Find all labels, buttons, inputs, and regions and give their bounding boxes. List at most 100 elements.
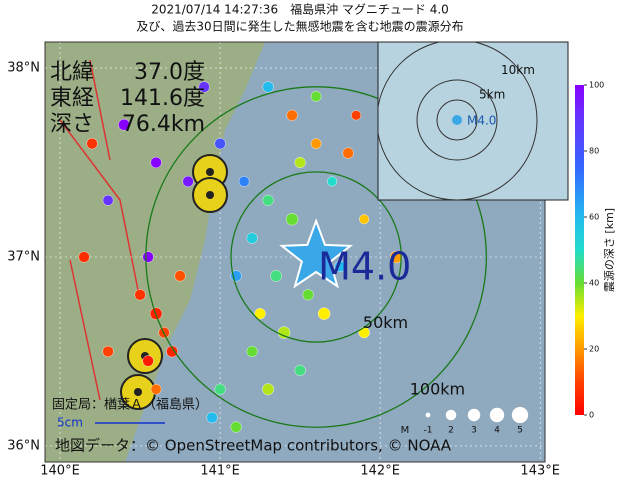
event — [262, 383, 275, 396]
credit: 地図データ：© OpenStreetMap contributors, © NO… — [55, 437, 452, 455]
event — [302, 289, 314, 301]
event — [317, 307, 331, 320]
subtitle: 及び、過去30日間に発生した無感地震を含む地震の震源分布 — [136, 19, 463, 34]
info-value: 141.6度 — [120, 86, 205, 111]
colorbar — [575, 85, 584, 415]
inset-ring — [436, 99, 478, 141]
event — [182, 175, 194, 188]
event — [214, 383, 226, 395]
info-key: 東経 — [50, 86, 94, 111]
mag-legend-label: 3 — [471, 426, 477, 436]
colorbar-tick-label: 60 — [589, 213, 599, 222]
scale-label: 5cm — [57, 416, 83, 430]
event — [270, 270, 282, 282]
inset-label: M4.0 — [467, 114, 496, 128]
inset-ring-label: 10km — [501, 63, 535, 77]
mag-legend-circle — [489, 407, 505, 423]
colorbar-tick-label: 0 — [589, 411, 594, 420]
event — [142, 355, 154, 367]
distance-ring — [145, 86, 487, 428]
event — [327, 176, 338, 187]
event — [150, 383, 162, 395]
colorbar-tick-label: 20 — [589, 345, 599, 354]
plant-core — [134, 388, 142, 396]
y-tick-label: 38°N — [7, 61, 40, 76]
mag-legend-circle — [467, 408, 481, 422]
event — [334, 260, 346, 273]
mag-legend-label: 5 — [517, 426, 523, 436]
y-tick-label: 37°N — [7, 250, 40, 265]
event — [294, 156, 306, 169]
event — [262, 81, 274, 93]
event — [310, 91, 322, 102]
inset — [377, 41, 569, 201]
ring-label: 100km — [410, 379, 465, 398]
y-tick-label: 36°N — [7, 438, 40, 453]
event — [166, 345, 178, 358]
title: 2021/07/14 14:27:36 福島県沖 マグニチュード 4.0 — [151, 2, 449, 17]
mag-legend-circle — [425, 412, 431, 418]
markers: 50km 100km M4.0 — [45, 42, 545, 462]
colorbar-tick-label: 100 — [589, 81, 604, 90]
plant-core — [206, 191, 214, 199]
colorbar-title: 震源の深さ [km] — [602, 208, 616, 292]
mag-legend-label: -1 — [424, 426, 433, 436]
land — [45, 42, 265, 462]
colorbar-tick-label: 40 — [589, 279, 599, 288]
ring-label: 50km — [363, 313, 408, 332]
event — [102, 194, 114, 206]
mag-legend-label: 2 — [448, 426, 454, 436]
event — [150, 156, 162, 169]
distance-ring — [230, 171, 402, 343]
info-key: 深さ — [50, 112, 94, 137]
event — [294, 364, 306, 376]
inset-ring — [378, 42, 538, 200]
x-tick-label: 141°E — [200, 464, 240, 479]
mag-legend-title: M — [401, 425, 410, 436]
inset-ring-label: 5km — [479, 88, 505, 102]
mag-legend-circle — [511, 406, 529, 424]
x-tick-label: 142°E — [360, 464, 400, 479]
event — [351, 110, 362, 121]
info-value: 76.4km — [122, 112, 205, 137]
mag-legend-circle — [445, 409, 457, 421]
event — [285, 213, 299, 226]
fault-lines — [59, 59, 141, 401]
event — [118, 118, 130, 131]
event — [142, 251, 154, 263]
event — [230, 421, 242, 433]
event — [198, 81, 210, 93]
plant-core — [206, 168, 214, 176]
event — [254, 308, 266, 320]
colorbar-tick-label: 80 — [589, 147, 599, 156]
inset-epicenter — [452, 115, 462, 125]
event — [238, 176, 250, 187]
map-frame — [44, 41, 546, 463]
mag-legend-label: 4 — [494, 426, 500, 436]
event — [359, 214, 370, 225]
info-value: 37.0度 — [134, 60, 205, 85]
event — [206, 412, 218, 424]
event — [246, 345, 258, 358]
event — [86, 138, 98, 150]
station: 固定局：楢葉Ａ（福島県） — [52, 398, 208, 413]
event — [214, 138, 226, 150]
event — [174, 270, 186, 282]
info-key: 北緯 — [50, 60, 94, 85]
event — [102, 345, 114, 358]
event — [78, 251, 90, 263]
epicenter-star — [279, 218, 354, 289]
event — [134, 289, 146, 301]
event — [342, 147, 354, 159]
inset-content: 5km 10km M4.0 — [378, 42, 538, 200]
inset-ring — [416, 79, 498, 161]
event — [262, 194, 274, 206]
x-tick-label: 143°E — [520, 464, 560, 479]
event — [246, 232, 258, 244]
event — [286, 109, 298, 121]
x-tick-label: 140°E — [40, 464, 80, 479]
epicenter-label: M4.0 — [318, 245, 411, 289]
event — [389, 250, 403, 264]
